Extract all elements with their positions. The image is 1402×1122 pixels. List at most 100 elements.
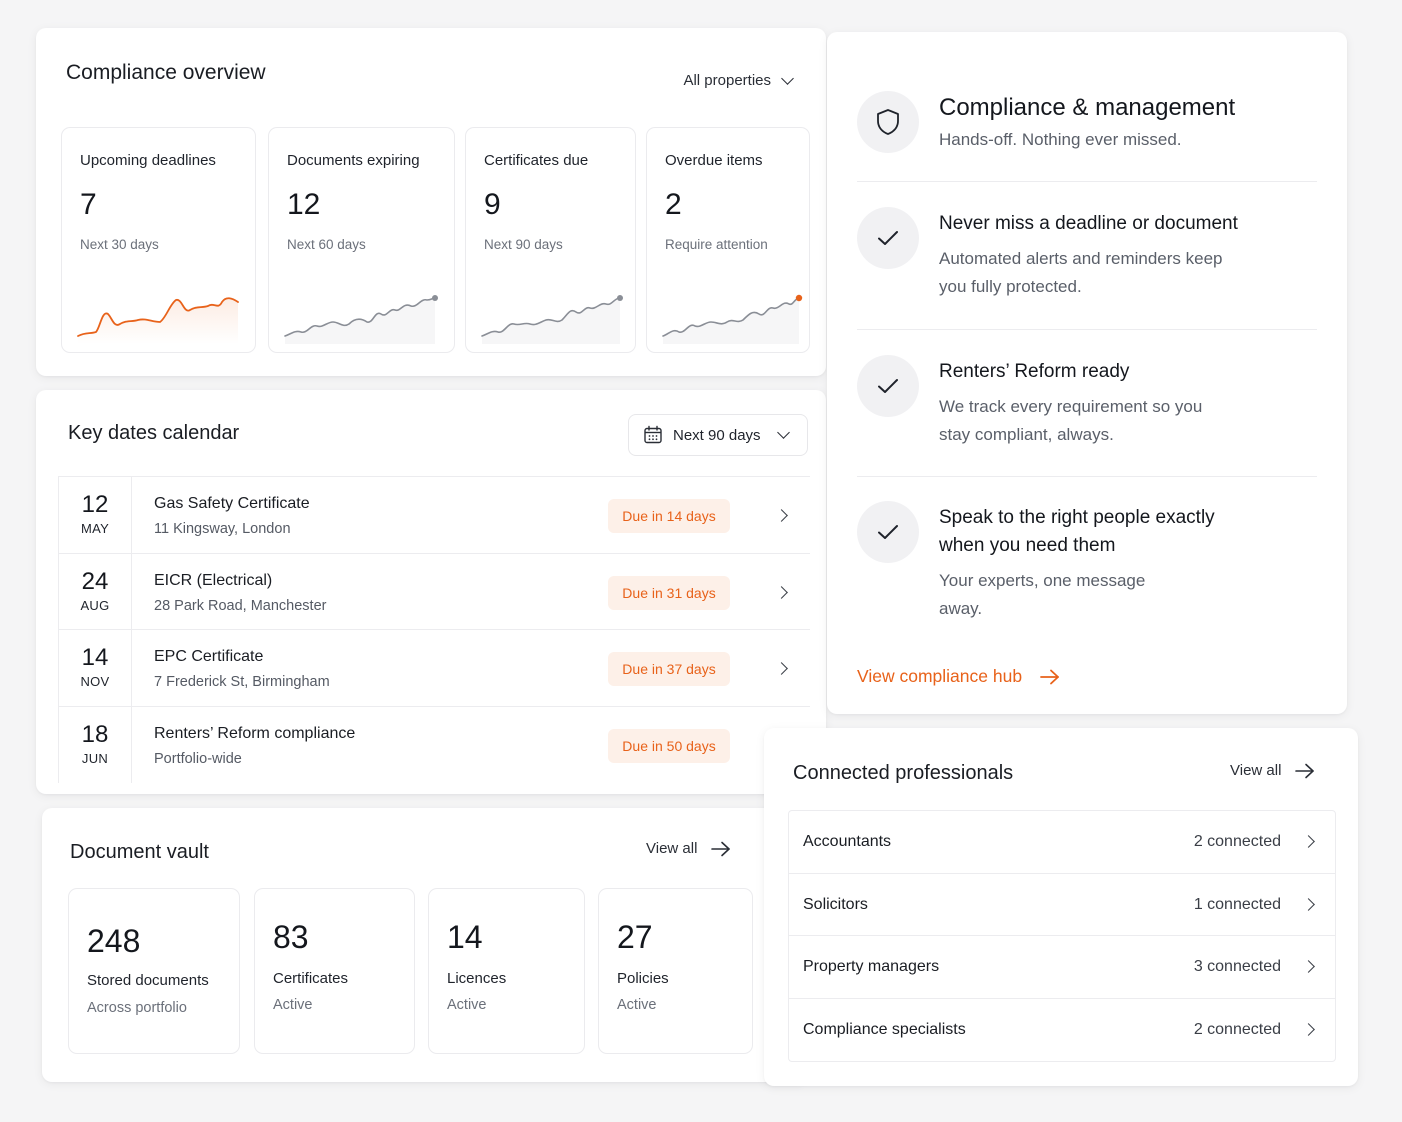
professional-row[interactable]: Solicitors 1 connected [789, 874, 1335, 936]
date-month: AUG [80, 597, 110, 613]
check-icon-badge [857, 207, 919, 269]
view-all-label: View all [646, 840, 698, 857]
key-date-location: 28 Park Road, Manchester [154, 597, 327, 614]
vault-stat-certificates[interactable]: 83 Certificates Active [254, 888, 415, 1054]
date-month: JUN [81, 750, 109, 766]
vault-subtext: Active [273, 997, 313, 1013]
vault-count: 248 [87, 923, 141, 959]
stat-label: Overdue items [665, 152, 763, 169]
chevron-right-icon[interactable] [1302, 960, 1315, 973]
vault-subtext: Active [617, 997, 657, 1013]
professional-type: Compliance specialists [803, 1020, 966, 1038]
check-icon [878, 379, 898, 393]
due-badge: Due in 14 days [608, 499, 730, 533]
property-filter-label: All properties [683, 72, 771, 89]
feature-title: Never miss a deadline or document [939, 213, 1238, 234]
vault-view-all-link[interactable]: View all [646, 840, 731, 857]
key-dates-list: 12 MAY Gas Safety Certificate 11 Kingswa… [58, 476, 810, 783]
key-date-location: 11 Kingsway, London [154, 521, 291, 537]
feature-description: We track every requirement so you stay c… [939, 397, 1203, 444]
professional-row[interactable]: Compliance specialists 2 connected [789, 999, 1335, 1062]
vault-count: 14 [447, 919, 483, 955]
stat-label: Documents expiring [287, 152, 420, 169]
sparkline-orange [77, 297, 239, 344]
document-vault-title: Document vault [70, 841, 209, 863]
due-badge: Due in 50 days [608, 728, 730, 763]
date-day: 18 [81, 720, 109, 748]
chevron-right-icon[interactable] [1302, 1022, 1315, 1036]
divider [857, 181, 1317, 182]
professional-row[interactable]: Accountants 2 connected [789, 811, 1335, 874]
key-date-row[interactable]: 24 AUG EICR (Electrical) 28 Park Road, M… [58, 553, 810, 630]
professional-type: Property managers [803, 958, 940, 975]
key-date-name: Renters’ Reform compliance [154, 724, 356, 742]
stat-certificates-due[interactable]: Certificates due 9 Next 90 days [465, 127, 636, 353]
vault-stat-licences[interactable]: 14 Licences Active [428, 888, 585, 1054]
professional-row[interactable]: Property managers 3 connected [789, 936, 1335, 999]
chevron-down-icon [781, 71, 794, 85]
sparkline-gray [481, 295, 623, 344]
connected-professionals-card: Connected professionals View all Account… [764, 728, 1358, 1086]
view-compliance-hub-link[interactable]: View compliance hub [857, 666, 1060, 687]
vault-label: Stored documents [87, 972, 209, 989]
check-icon [878, 231, 898, 245]
stat-value: 12 [287, 188, 321, 221]
date-day: 24 [81, 567, 109, 595]
view-all-label: View all [1230, 762, 1282, 779]
stat-upcoming-deadlines[interactable]: Upcoming deadlines 7 Next 30 days [61, 127, 256, 353]
date-range-label: Next 90 days [673, 426, 761, 444]
professional-type: Accountants [803, 833, 892, 850]
compliance-management-card: Compliance & management Hands-off. Nothi… [827, 32, 1347, 714]
due-badge: Due in 37 days [608, 652, 730, 686]
date-month: NOV [80, 674, 110, 689]
date-month: MAY [80, 521, 110, 536]
vault-count: 83 [273, 919, 309, 955]
key-date-row[interactable]: 18 JUN Renters’ Reform compliance Portfo… [58, 706, 810, 783]
vault-stat-policies[interactable]: 27 Policies Active [598, 888, 753, 1054]
divider [857, 476, 1317, 477]
property-filter-dropdown[interactable]: All properties [683, 71, 794, 89]
feature-description: Your experts, one message away. [939, 571, 1146, 618]
date-day: 12 [81, 491, 109, 518]
stat-overdue-items[interactable]: Overdue items 2 Require attention [646, 127, 810, 353]
stat-value: 9 [484, 188, 501, 221]
vault-label: Certificates [273, 970, 349, 987]
key-date-row[interactable]: 14 NOV EPC Certificate 7 Frederick St, B… [58, 630, 810, 707]
key-dates-title: Key dates calendar [68, 422, 240, 444]
stat-value: 2 [665, 188, 682, 221]
chevron-right-icon[interactable] [775, 662, 788, 675]
calendar-icon [644, 425, 662, 444]
chevron-right-icon[interactable] [1302, 897, 1315, 911]
professionals-title: Connected professionals [793, 762, 1014, 784]
chevron-right-icon[interactable] [1302, 835, 1315, 848]
stat-subtext: Require attention [665, 237, 768, 252]
management-subtitle: Hands-off. Nothing ever missed. [939, 130, 1182, 149]
date-box: 18 JUN [58, 706, 132, 783]
compliance-overview-card: Compliance overview All properties Upcom… [36, 28, 826, 376]
key-date-row[interactable]: 12 MAY Gas Safety Certificate 11 Kingswa… [58, 477, 810, 554]
arrow-right-icon [1295, 763, 1315, 778]
vault-stat-stored-documents[interactable]: 248 Stored documents Across portfolio [68, 888, 240, 1054]
key-date-name: EICR (Electrical) [154, 571, 273, 589]
compliance-overview-title: Compliance overview [66, 61, 266, 84]
professionals-view-all-link[interactable]: View all [1230, 762, 1315, 779]
chevron-right-icon[interactable] [775, 585, 788, 599]
key-date-name: EPC Certificate [154, 648, 264, 665]
shield-icon-badge [857, 91, 919, 153]
feature-description: Automated alerts and reminders keep you … [939, 249, 1223, 296]
shield-icon [877, 109, 899, 135]
chevron-right-icon[interactable] [775, 509, 788, 522]
connected-count: 3 connected [1193, 958, 1281, 975]
key-date-location: Portfolio-wide [154, 750, 242, 767]
vault-label: Policies [617, 970, 669, 987]
check-icon-badge [857, 355, 919, 417]
professional-type: Solicitors [803, 895, 868, 913]
date-range-dropdown[interactable]: Next 90 days [628, 414, 808, 456]
stat-documents-expiring[interactable]: Documents expiring 12 Next 60 days [268, 127, 455, 353]
sparkline-gray [284, 295, 438, 344]
vault-count: 27 [617, 919, 653, 955]
key-date-name: Gas Safety Certificate [154, 495, 310, 512]
due-badge: Due in 31 days [608, 575, 730, 610]
date-day: 14 [81, 644, 109, 671]
divider [857, 329, 1317, 330]
